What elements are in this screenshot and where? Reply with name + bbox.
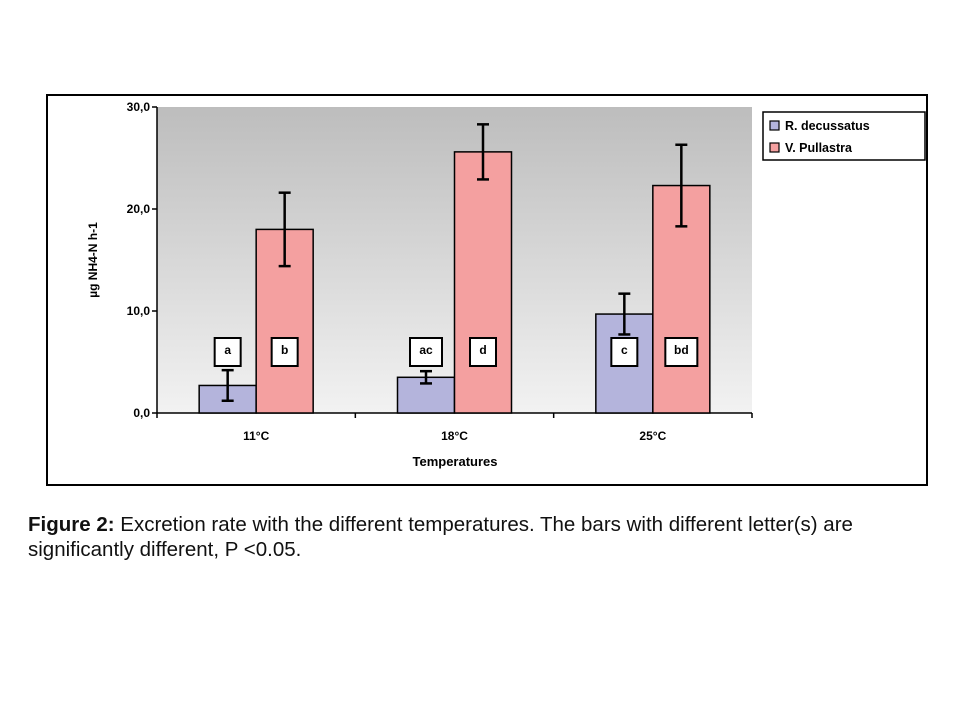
- y-axis-title: µg NH4-N h-1: [86, 222, 100, 298]
- x-axis-title: Temperatures: [412, 454, 497, 469]
- x-tick-label: 25°C: [639, 429, 666, 443]
- y-tick-label: 10,0: [127, 304, 151, 318]
- significance-letters: a b ac d c bd: [213, 337, 699, 367]
- letter-box: [270, 337, 299, 367]
- x-tick-label: 18°C: [441, 429, 468, 443]
- caption-text: Excretion rate with the different temper…: [28, 513, 853, 561]
- x-tick-label: 11°C: [243, 429, 269, 443]
- significance-letter: c: [621, 343, 628, 357]
- y-tick-label: 0,0: [133, 406, 150, 420]
- legend-swatch: [769, 120, 780, 131]
- error-bars: [221, 123, 688, 403]
- significance-letter: bd: [674, 343, 689, 357]
- significance-letter: d: [479, 343, 486, 357]
- letter-box: [610, 337, 639, 367]
- tick-labels: 0,0 10,0 20,0 30,0 11°C 18°C 25°C: [127, 100, 667, 443]
- significance-letter: b: [281, 343, 288, 357]
- bar-v-pullastra: [453, 151, 513, 414]
- legend-box: [762, 111, 926, 161]
- significance-letter: a: [224, 343, 231, 357]
- letter-box: [409, 337, 443, 367]
- figure-caption: Figure 2: Excretion rate with the differ…: [28, 512, 938, 562]
- caption-label: Figure 2:: [28, 513, 115, 536]
- legend-label: R. decussatus: [785, 119, 870, 133]
- legend-label: V. Pullastra: [785, 141, 853, 155]
- significance-letter: ac: [419, 343, 433, 357]
- y-tick-label: 30,0: [127, 100, 151, 114]
- letter-box: [469, 337, 497, 367]
- legend-swatch: [769, 142, 780, 153]
- legend: R. decussatus V. Pullastra: [762, 111, 926, 161]
- letter-box: [664, 337, 699, 367]
- y-tick-label: 20,0: [127, 202, 151, 216]
- letter-box: [213, 337, 242, 367]
